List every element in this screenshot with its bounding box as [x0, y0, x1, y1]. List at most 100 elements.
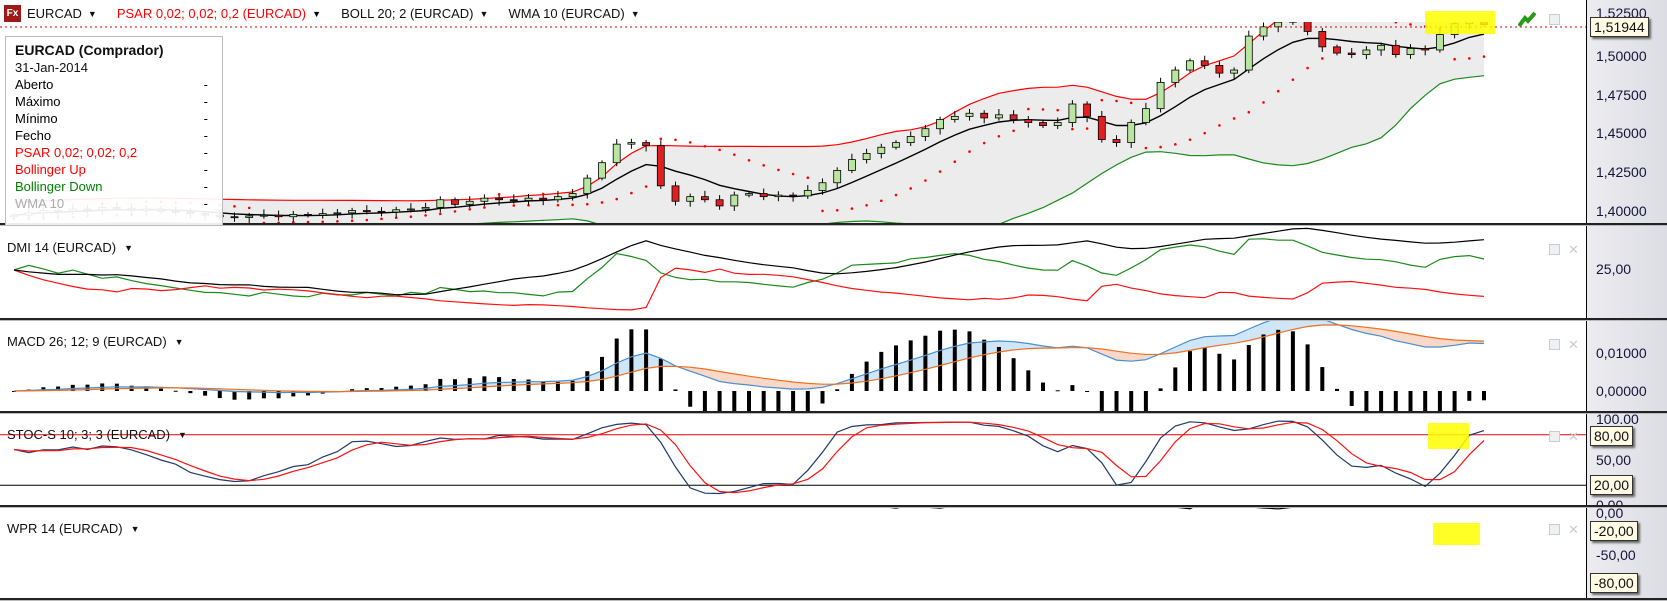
- candle[interactable]: [1083, 101, 1091, 123]
- candle[interactable]: [745, 191, 753, 198]
- candle[interactable]: [612, 139, 621, 167]
- candle[interactable]: [451, 197, 459, 207]
- candle[interactable]: [568, 188, 577, 201]
- panel-divider[interactable]: [0, 223, 1667, 226]
- panel-divider[interactable]: [0, 505, 1667, 508]
- candle[interactable]: [348, 207, 357, 219]
- candle[interactable]: [1215, 61, 1224, 78]
- boll-dropdown[interactable]: BOLL 20; 2 (EURCAD) ▼: [341, 6, 488, 21]
- candle[interactable]: [818, 178, 827, 195]
- candle[interactable]: [598, 160, 606, 181]
- candle[interactable]: [377, 207, 386, 217]
- candle[interactable]: [230, 212, 239, 222]
- candle[interactable]: [333, 209, 342, 219]
- panel-divider[interactable]: [0, 411, 1667, 414]
- candle[interactable]: [1303, 16, 1312, 36]
- candle[interactable]: [1406, 44, 1415, 59]
- candle[interactable]: [921, 124, 930, 142]
- candle[interactable]: [1362, 46, 1371, 60]
- candle[interactable]: [848, 153, 856, 174]
- candle[interactable]: [1112, 135, 1121, 147]
- stoc-panel-label[interactable]: STOC-S 10; 3; 3 (EURCAD) ▼: [7, 427, 187, 442]
- candle[interactable]: [759, 188, 768, 201]
- psar-dropdown[interactable]: PSAR 0,02; 0,02; 0,2 (EURCAD) ▼: [117, 6, 321, 21]
- candle[interactable]: [554, 190, 562, 203]
- candle[interactable]: [980, 110, 989, 124]
- candle[interactable]: [421, 202, 430, 213]
- candle[interactable]: [495, 195, 504, 206]
- close-icon[interactable]: ✕: [1568, 337, 1579, 352]
- candle[interactable]: [701, 190, 709, 203]
- wma-dropdown[interactable]: WMA 10 (EURCAD) ▼: [508, 6, 639, 21]
- candle[interactable]: [936, 116, 944, 135]
- candle[interactable]: [1230, 67, 1238, 79]
- candle[interactable]: [392, 206, 401, 218]
- candle[interactable]: [1200, 55, 1209, 69]
- candle[interactable]: [671, 181, 680, 206]
- panel-divider[interactable]: [0, 318, 1667, 321]
- candle[interactable]: [1156, 77, 1165, 113]
- candle[interactable]: [480, 194, 489, 206]
- candle[interactable]: [1391, 39, 1400, 58]
- candle[interactable]: [1318, 27, 1327, 52]
- candle[interactable]: [583, 174, 592, 199]
- candle[interactable]: [465, 196, 474, 208]
- restore-icon[interactable]: [1549, 14, 1560, 25]
- restore-icon[interactable]: [1549, 524, 1560, 535]
- candle[interactable]: [436, 196, 445, 213]
- candle[interactable]: [995, 109, 1003, 121]
- candle[interactable]: [1347, 48, 1356, 59]
- candle[interactable]: [833, 167, 842, 189]
- candle[interactable]: [289, 210, 298, 222]
- candle[interactable]: [656, 140, 665, 189]
- candle[interactable]: [1274, 19, 1283, 33]
- candle[interactable]: [1259, 22, 1268, 41]
- candle[interactable]: [1377, 42, 1385, 56]
- candle[interactable]: [1068, 100, 1077, 128]
- candle[interactable]: [862, 148, 871, 164]
- candle[interactable]: [524, 193, 533, 205]
- candle[interactable]: [965, 109, 974, 121]
- candle[interactable]: [318, 208, 327, 219]
- macd-panel-label[interactable]: MACD 26; 12; 9 (EURCAD) ▼: [7, 334, 184, 349]
- candle[interactable]: [1097, 110, 1106, 143]
- candle[interactable]: [1024, 115, 1033, 128]
- candle[interactable]: [789, 192, 797, 202]
- candle[interactable]: [774, 191, 783, 202]
- candle[interactable]: [1039, 120, 1047, 128]
- candle[interactable]: [362, 205, 371, 215]
- candle[interactable]: [686, 193, 695, 207]
- close-icon[interactable]: ✕: [1568, 429, 1579, 444]
- candle[interactable]: [509, 194, 518, 204]
- wpr-panel-label[interactable]: WPR 14 (EURCAD) ▼: [7, 521, 140, 536]
- candle[interactable]: [892, 140, 900, 150]
- close-icon[interactable]: ✕: [1568, 242, 1579, 257]
- candle[interactable]: [259, 209, 268, 219]
- candle[interactable]: [539, 195, 548, 206]
- trend-arrow-icon[interactable]: [1517, 11, 1537, 30]
- candle[interactable]: [1053, 117, 1062, 130]
- candle[interactable]: [1009, 110, 1018, 124]
- price-axis-area[interactable]: [1586, 0, 1667, 601]
- restore-icon[interactable]: [1549, 431, 1560, 442]
- candle[interactable]: [730, 191, 739, 211]
- dmi-panel-label[interactable]: DMI 14 (EURCAD) ▼: [7, 240, 133, 255]
- close-icon[interactable]: ✕: [1568, 522, 1579, 537]
- candle[interactable]: [1171, 66, 1180, 88]
- symbol-dropdown[interactable]: EURCAD ▼: [27, 6, 97, 21]
- restore-icon[interactable]: [1549, 244, 1560, 255]
- candle[interactable]: [1333, 44, 1341, 56]
- candle[interactable]: [1244, 30, 1253, 74]
- candle[interactable]: [274, 210, 283, 221]
- candle[interactable]: [950, 110, 959, 123]
- candle[interactable]: [406, 203, 415, 213]
- candle[interactable]: [1289, 15, 1297, 25]
- candle[interactable]: [245, 212, 254, 223]
- candle[interactable]: [906, 131, 915, 147]
- candle[interactable]: [1142, 102, 1150, 126]
- candle[interactable]: [715, 195, 724, 210]
- restore-icon[interactable]: [1549, 339, 1560, 350]
- candle[interactable]: [1186, 58, 1194, 73]
- candle[interactable]: [803, 185, 812, 199]
- candle[interactable]: [627, 138, 636, 149]
